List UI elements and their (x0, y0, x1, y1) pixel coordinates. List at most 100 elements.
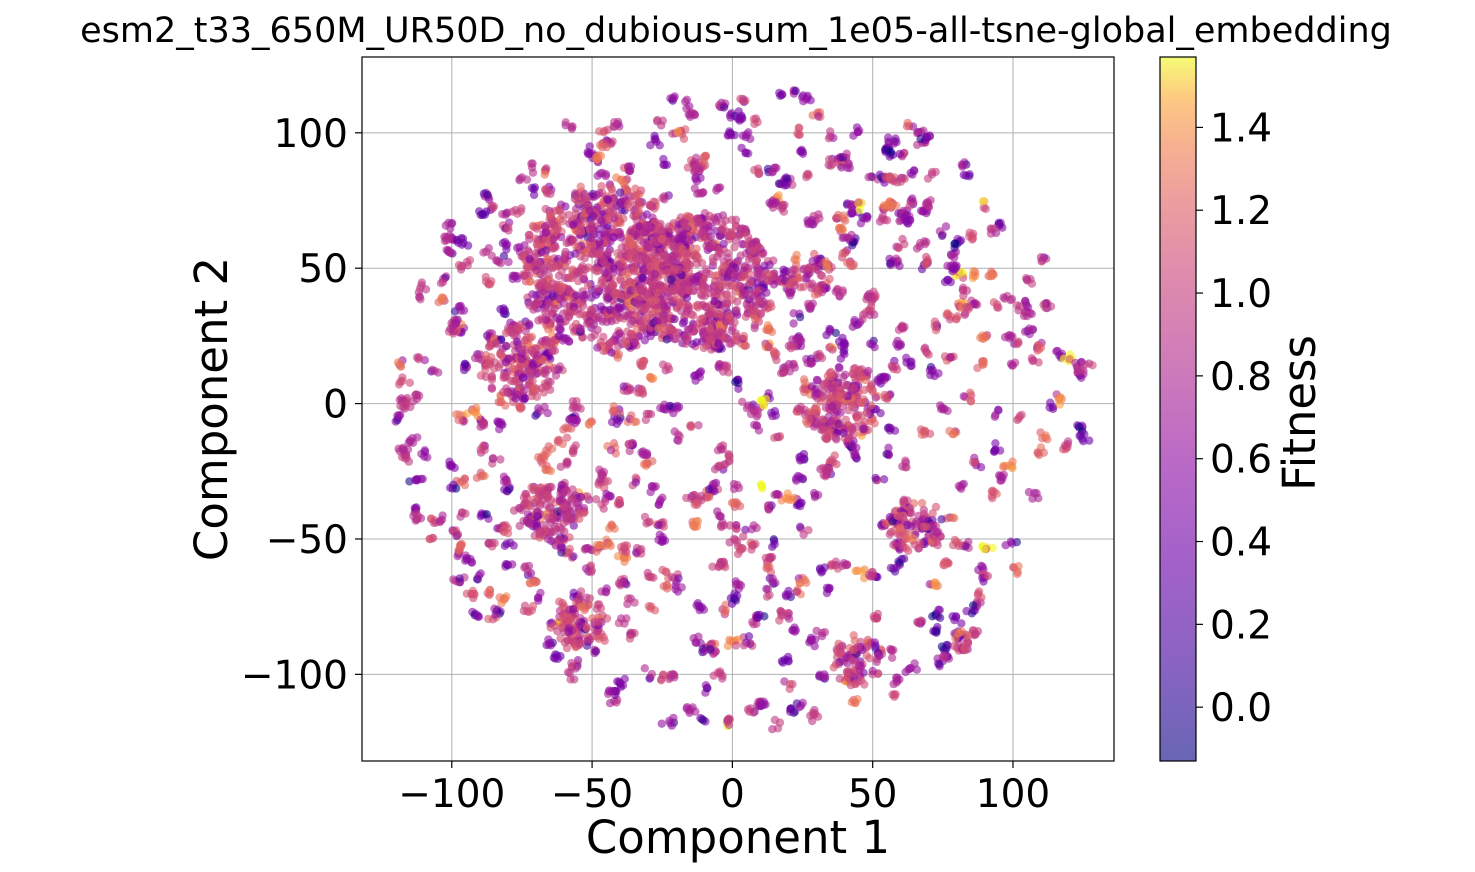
scatter-point (738, 96, 748, 106)
scatter-point (737, 113, 747, 122)
scatter-point (752, 613, 762, 622)
scatter-point (622, 541, 632, 550)
scatter-point (768, 577, 777, 587)
scatter-point (714, 248, 723, 257)
scatter-point (702, 268, 711, 278)
scatter-point (784, 656, 793, 665)
scatter-point (532, 266, 541, 275)
scatter-point (943, 406, 952, 416)
scatter-point (737, 143, 746, 153)
scatter-point (575, 324, 585, 333)
scatter-point (989, 298, 999, 307)
scatter-point (1006, 295, 1015, 305)
scatter-point (709, 671, 718, 680)
scatter-point (724, 450, 733, 459)
scatter-point (1015, 302, 1025, 311)
scatter-point (726, 228, 735, 237)
scatter-point (525, 277, 535, 286)
scatter-point (644, 572, 653, 581)
scatter-point (768, 725, 777, 734)
scatter-point (763, 321, 773, 330)
scatter-point (546, 466, 555, 476)
scatter-point (598, 317, 607, 326)
scatter-point (491, 610, 500, 619)
scatter-point (1020, 327, 1030, 336)
scatter-point (564, 210, 573, 220)
scatter-point (450, 315, 459, 324)
scatter-point (592, 267, 601, 276)
scatter-point (780, 181, 789, 190)
scatter-point (528, 601, 538, 611)
scatter-point (864, 173, 873, 182)
scatter-point (557, 232, 566, 242)
scatter-point (594, 151, 603, 160)
scatter-point (840, 247, 850, 257)
scatter-point (722, 363, 731, 372)
scatter-point (735, 502, 745, 511)
scatter-point (480, 471, 489, 481)
scatter-point (605, 699, 615, 708)
scatter-point (958, 161, 968, 170)
scatter-point (784, 590, 793, 599)
scatter-point (758, 484, 767, 493)
scatter-point (659, 160, 668, 169)
scatter-point (1007, 539, 1017, 548)
scatter-point (679, 217, 688, 227)
scatter-point (632, 200, 641, 209)
scatter-point (529, 223, 539, 232)
scatter-point (499, 251, 509, 261)
scatter-point (905, 201, 914, 210)
scatter-point (895, 675, 904, 684)
scatter-point (405, 378, 414, 387)
scatter-point (808, 716, 817, 726)
scatter-point (576, 221, 585, 231)
scatter-point (868, 295, 877, 304)
scatter-point (625, 240, 635, 249)
scatter-point (667, 670, 677, 679)
scatter-point (896, 177, 905, 186)
scatter-point (718, 671, 727, 680)
scatter-point (815, 564, 825, 573)
scatter-point (619, 382, 628, 391)
scatter-point (637, 545, 646, 554)
scatter-point (908, 170, 917, 179)
scatter-point (614, 117, 623, 127)
scatter-point (496, 455, 505, 464)
scatter-point (988, 543, 997, 553)
scatter-point (687, 494, 696, 503)
scatter-point (973, 590, 983, 600)
scatter-point (698, 319, 707, 328)
scatter-point (706, 310, 715, 319)
scatter-point (654, 281, 664, 290)
scatter-point (620, 337, 630, 346)
scatter-point (835, 224, 844, 233)
scatter-point (412, 509, 421, 518)
scatter-point (716, 512, 725, 521)
scatter-point (959, 479, 968, 489)
scatter-point (609, 232, 618, 242)
scatter-point (658, 360, 668, 369)
scatter-point (613, 342, 623, 351)
scatter-point (694, 421, 703, 430)
scatter-point (791, 86, 800, 96)
scatter-point (608, 282, 617, 291)
scatter-point (795, 522, 805, 531)
scatter-point (669, 94, 678, 103)
scatter-point (692, 244, 701, 253)
scatter-point (509, 541, 518, 550)
scatter-point (642, 221, 651, 230)
scatter-point (631, 478, 640, 487)
scatter-point (529, 190, 539, 200)
scatter-point (1077, 373, 1086, 382)
scatter-point (935, 660, 944, 669)
scatter-point (543, 448, 552, 458)
scatter-point (902, 122, 912, 131)
scatter-point (855, 126, 864, 135)
scatter-point (765, 198, 774, 208)
scatter-point (484, 539, 493, 548)
scatter-point (573, 403, 582, 412)
scatter-point (517, 403, 526, 412)
scatter-point (553, 225, 562, 234)
scatter-point (484, 614, 493, 624)
scatter-point (674, 574, 683, 583)
